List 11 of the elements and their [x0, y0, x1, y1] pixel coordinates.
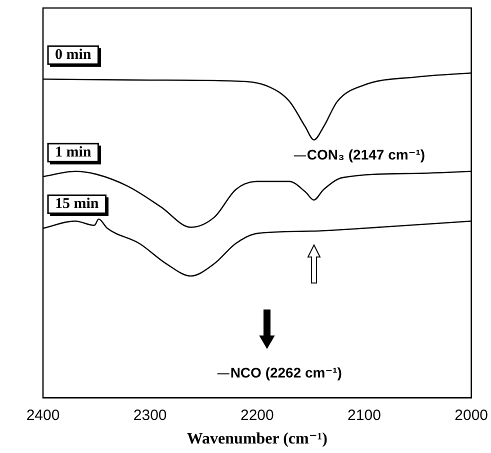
series-label: 15 min — [55, 196, 100, 212]
series-label: 1 min — [55, 144, 92, 160]
x-axis-title: Wavenumber (cm⁻¹) — [186, 430, 328, 448]
x-tick-label: 2400 — [26, 406, 60, 424]
x-tick-label: 2100 — [348, 406, 381, 424]
annotation: NCO (2262 cm⁻¹) — [230, 364, 342, 381]
annotation: CON₃ (2147 cm⁻¹) — [306, 146, 426, 163]
x-tick-label: 2200 — [240, 406, 274, 424]
x-tick-label: 2300 — [133, 406, 167, 424]
x-tick-label: 2000 — [454, 406, 488, 424]
series-label: 0 min — [55, 47, 92, 64]
